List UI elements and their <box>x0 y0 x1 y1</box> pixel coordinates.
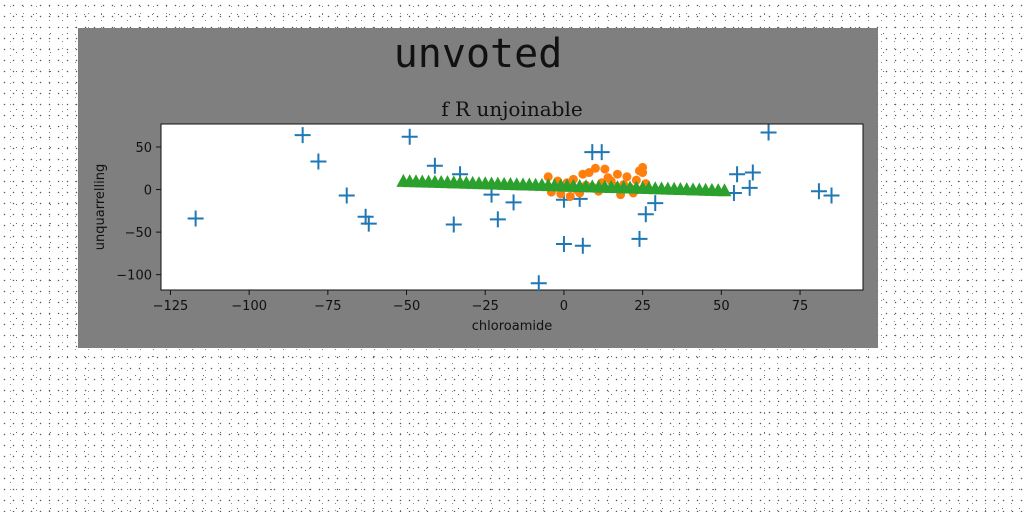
triangle-point <box>717 183 732 197</box>
plus-point <box>530 275 547 292</box>
x-tick-label: 0 <box>560 299 568 314</box>
x-tick-label: −50 <box>393 299 420 314</box>
x-tick-label: −75 <box>314 299 341 314</box>
circle-point <box>565 191 575 201</box>
plus-point <box>426 157 443 174</box>
x-tick-label: −25 <box>472 299 499 314</box>
plus-point <box>760 124 777 141</box>
plus-point <box>357 208 374 225</box>
y-tick-label: −50 <box>125 226 152 241</box>
circle-point <box>612 169 622 179</box>
y-axis-label: unquarrelling <box>93 164 108 250</box>
plus-point <box>489 211 506 228</box>
x-tick-label: −125 <box>153 299 189 314</box>
plus-point <box>593 144 610 161</box>
chart-title: f R unjoinable <box>441 97 582 121</box>
x-tick-label: 75 <box>792 299 809 314</box>
circle-point <box>631 175 641 185</box>
y-tick-label: 0 <box>144 184 152 199</box>
plus-point <box>810 183 827 200</box>
chart-suptitle: unvoted <box>394 31 563 77</box>
plus-point <box>338 187 355 204</box>
circle-point <box>584 168 594 178</box>
plus-point <box>637 206 654 223</box>
plus-point <box>294 127 311 144</box>
plus-point <box>574 237 591 254</box>
plus-point <box>187 210 204 227</box>
x-axis-label: chloroamide <box>472 319 552 334</box>
data-marks <box>187 124 840 292</box>
plus-point <box>555 236 572 253</box>
plus-point <box>823 187 840 204</box>
circle-point <box>622 172 632 182</box>
x-tick-label: 25 <box>634 299 651 314</box>
circle-point <box>638 162 648 172</box>
plus-point <box>360 215 377 232</box>
plus-point <box>631 230 648 247</box>
circle-point <box>590 163 600 173</box>
plus-point <box>445 216 462 233</box>
plus-point <box>310 153 327 170</box>
y-tick-label: 50 <box>135 141 152 156</box>
plus-point <box>647 195 664 212</box>
x-tick-label: 50 <box>713 299 730 314</box>
plus-point <box>744 164 761 181</box>
circle-point <box>543 172 553 182</box>
plot-area <box>160 123 864 291</box>
plus-point <box>401 128 418 145</box>
plus-point <box>505 194 522 211</box>
x-tick-label: −100 <box>231 299 267 314</box>
y-tick-label: −100 <box>116 269 152 284</box>
circle-point <box>600 164 610 174</box>
plus-point <box>741 179 758 196</box>
plus-point <box>729 166 746 183</box>
